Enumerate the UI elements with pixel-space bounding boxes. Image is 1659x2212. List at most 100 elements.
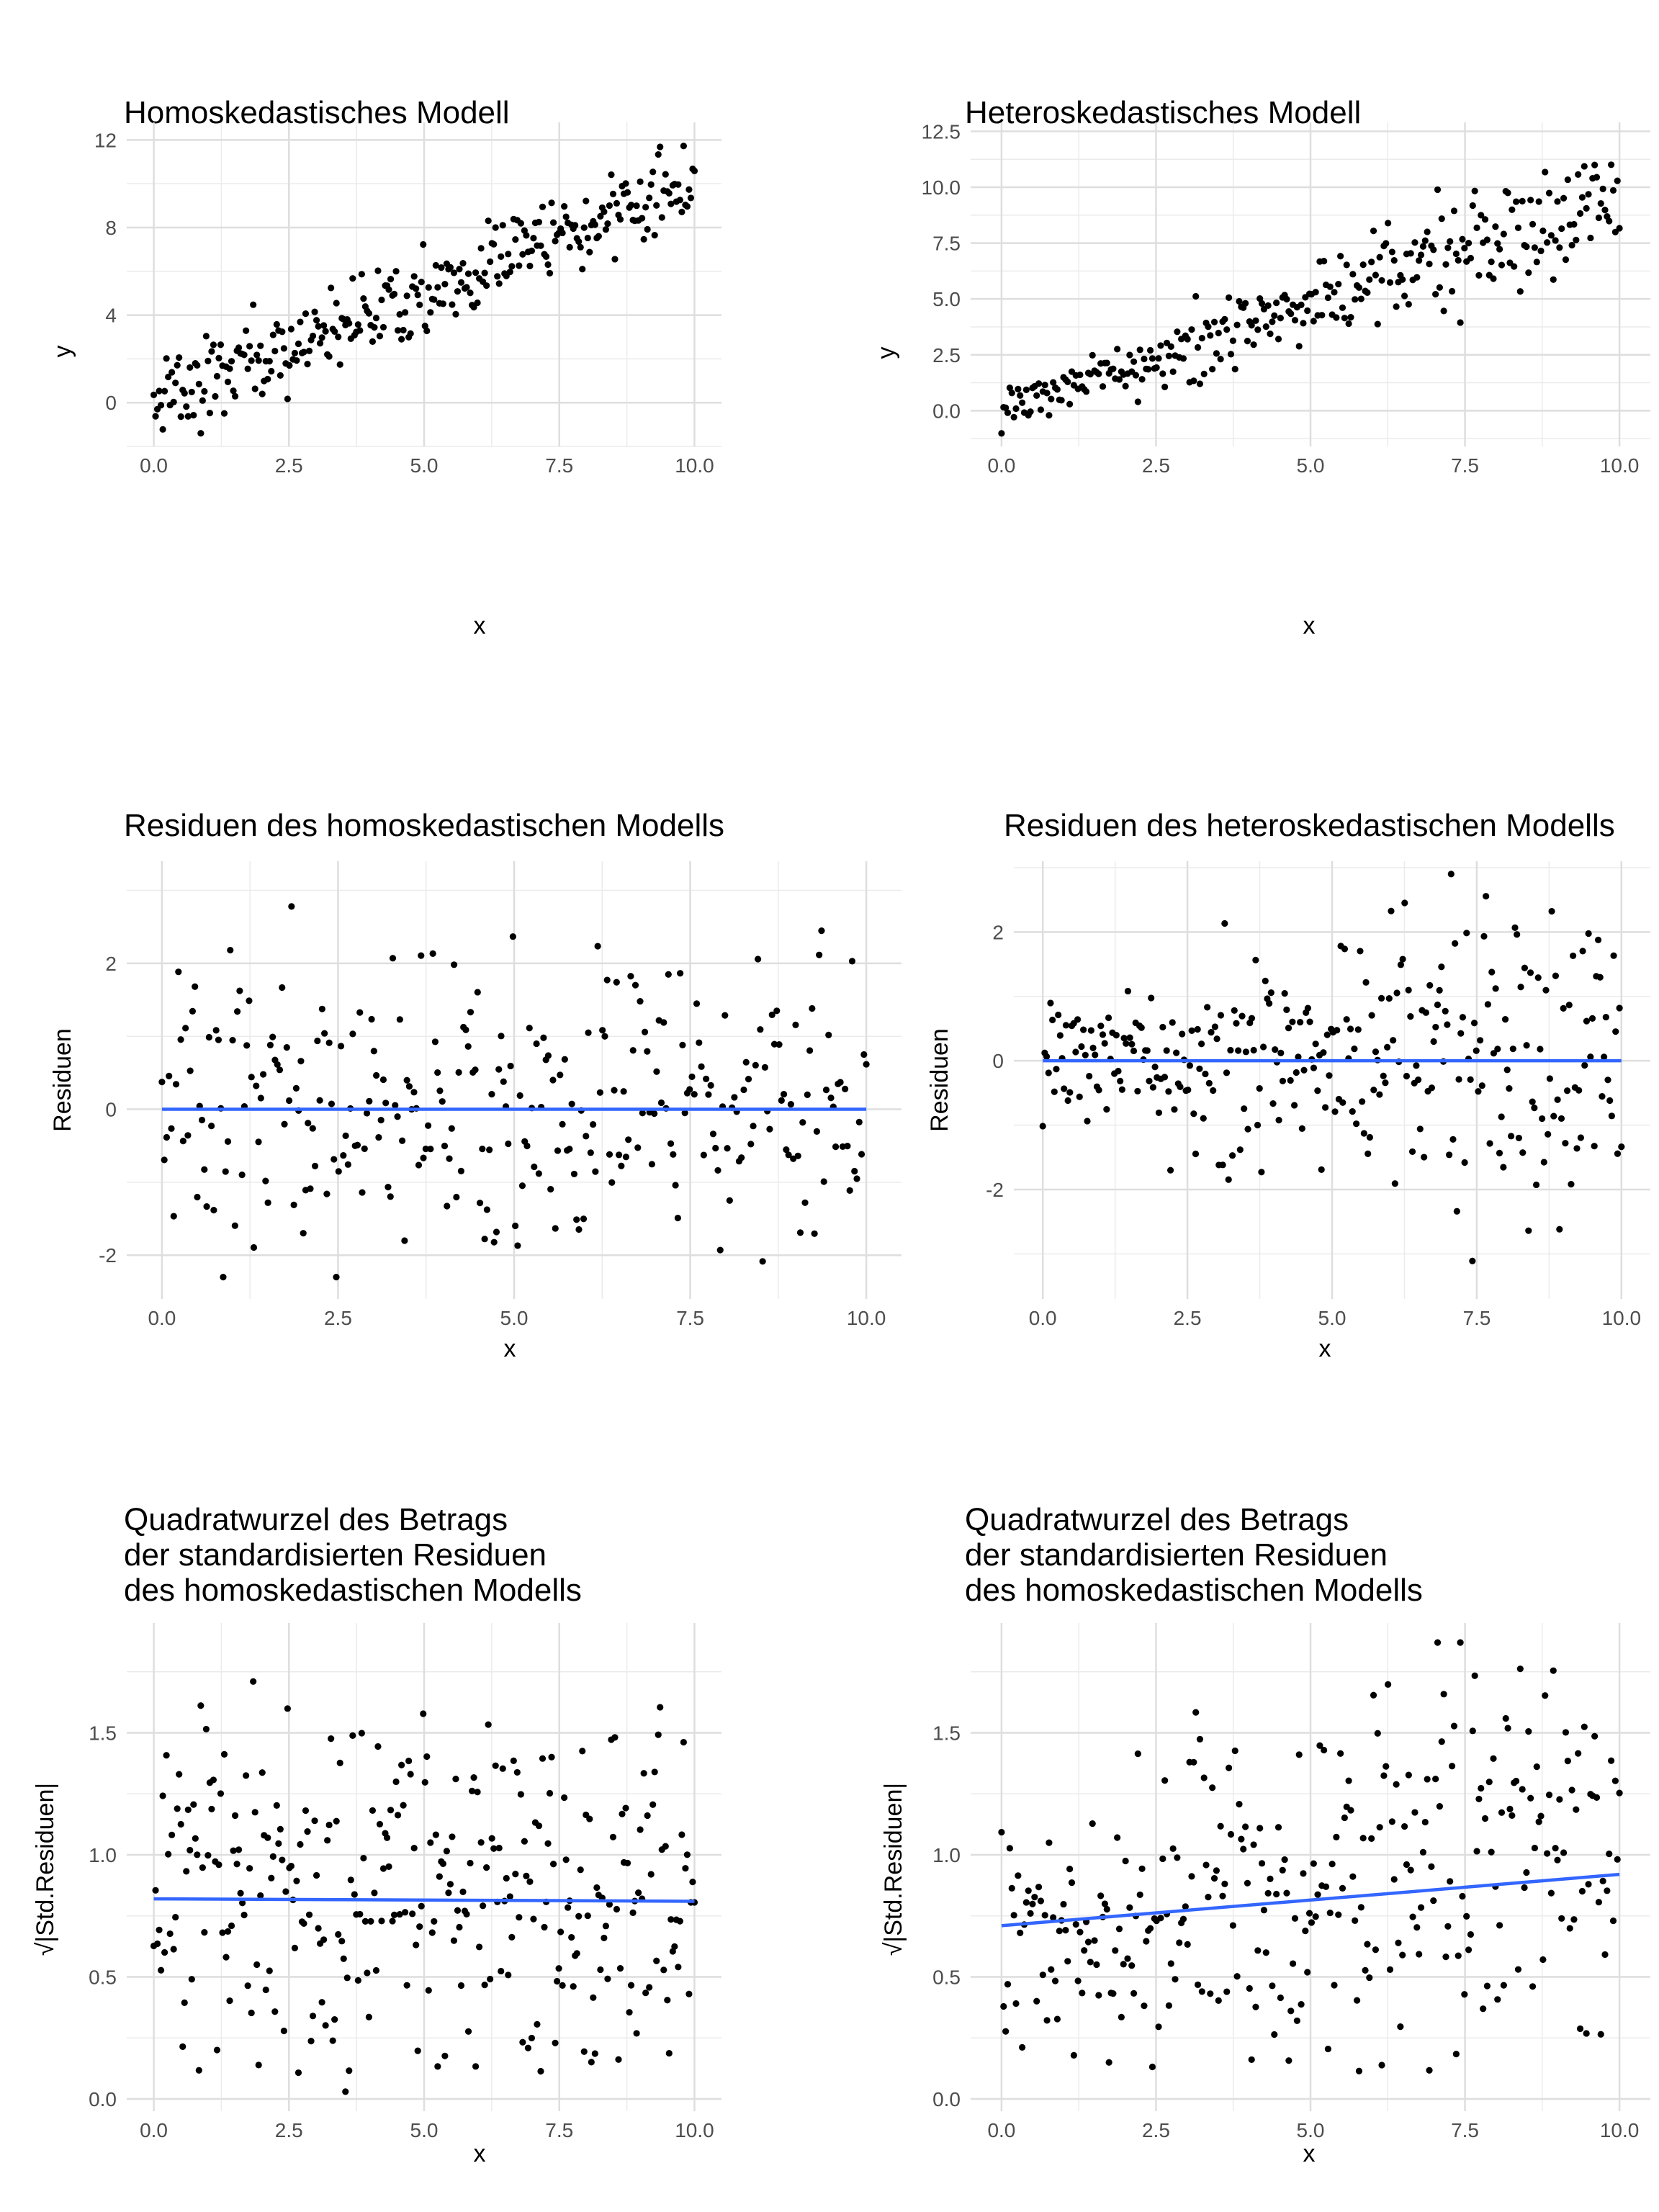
data-point [566, 243, 573, 251]
data-point [284, 1705, 291, 1712]
data-point [1200, 370, 1208, 377]
data-point [1051, 1088, 1058, 1095]
data-point [255, 1138, 262, 1146]
data-point [651, 1768, 658, 1776]
data-point [1046, 1839, 1053, 1846]
data-point [300, 1230, 307, 1237]
data-point [325, 353, 333, 360]
grid [127, 1623, 721, 2111]
data-point [539, 203, 547, 210]
data-point [1463, 1912, 1470, 1920]
data-point [1480, 932, 1488, 940]
data-point [665, 971, 672, 978]
data-point [488, 1835, 495, 1842]
data-point [1405, 986, 1412, 994]
data-point [508, 1933, 516, 1941]
data-point [324, 1837, 331, 1844]
data-point [1408, 1148, 1416, 1156]
data-point [429, 950, 436, 957]
data-point [1504, 1725, 1511, 1732]
data-point [1006, 1845, 1013, 1852]
data-point [323, 1190, 331, 1197]
data-point [394, 327, 402, 334]
y-tick-label: 2 [105, 953, 117, 975]
data-point [583, 1133, 590, 1140]
data-point [1450, 1722, 1458, 1730]
data-point [1244, 1879, 1251, 1887]
data-point [1578, 194, 1586, 201]
data-point [1399, 1951, 1406, 1959]
data-point [1494, 1996, 1501, 2003]
data-point [1229, 337, 1236, 344]
data-point [1374, 320, 1381, 328]
data-point [721, 1012, 729, 1019]
data-point [568, 1100, 575, 1107]
data-point [170, 1946, 177, 1953]
data-point [1532, 1181, 1540, 1189]
data-point [264, 375, 271, 383]
data-point [554, 1147, 562, 1154]
data-point [1114, 1834, 1121, 1841]
data-point [224, 378, 232, 385]
data-point [1321, 258, 1328, 265]
data-point [633, 2030, 640, 2037]
data-point [1568, 1786, 1575, 1794]
data-point [1483, 236, 1491, 243]
data-point [1081, 1947, 1088, 1954]
x-tick-label: 7.5 [545, 2119, 573, 2141]
y-tick-label: 2.5 [932, 344, 961, 367]
data-point [1207, 332, 1214, 339]
data-point [1428, 1863, 1435, 1870]
data-point [1512, 1777, 1520, 1785]
data-point [472, 2063, 480, 2070]
data-point [297, 1840, 304, 1848]
data-point [203, 1203, 210, 1210]
data-point [340, 1955, 347, 1962]
data-point [439, 300, 446, 307]
data-point [626, 2009, 633, 2016]
data-point [516, 1092, 523, 1100]
data-point [616, 1965, 624, 1972]
data-point [333, 1817, 340, 1825]
data-point [827, 1094, 835, 1102]
data-point [1535, 1818, 1542, 1825]
data-point [269, 1853, 276, 1860]
data-point [483, 1863, 490, 1871]
data-point [1542, 1692, 1549, 1699]
data-point [274, 1061, 281, 1069]
data-point [1550, 276, 1557, 283]
data-point [1039, 1123, 1046, 1130]
data-point [1155, 2023, 1162, 2031]
data-point [1444, 244, 1452, 251]
data-point [1134, 1750, 1141, 1758]
data-point [304, 360, 311, 368]
data-point [1564, 1758, 1571, 1765]
data-point [1006, 384, 1013, 392]
data-point [418, 1902, 425, 1910]
data-point [1492, 223, 1499, 230]
data-point [575, 1226, 583, 1233]
data-point [1434, 1639, 1442, 1646]
data-point [590, 1994, 597, 2001]
data-point [1095, 370, 1102, 377]
data-point [1300, 1870, 1307, 1877]
data-point [1498, 261, 1506, 269]
data-point [1611, 1777, 1619, 1784]
data-point [370, 1048, 377, 1055]
data-point [1583, 204, 1590, 212]
data-point [1169, 1019, 1176, 1026]
data-point [410, 1845, 418, 1852]
data-point [1516, 1665, 1524, 1673]
data-point [1209, 366, 1216, 373]
data-point [1544, 1850, 1551, 1857]
data-point [1259, 1043, 1267, 1051]
data-point [1377, 994, 1385, 1002]
data-point [1134, 1087, 1141, 1095]
chart-title: Homoskedastisches Modell [124, 95, 510, 130]
data-point [1211, 1023, 1218, 1030]
data-point [1568, 1181, 1575, 1188]
data-point [425, 284, 432, 291]
data-point [390, 290, 398, 297]
data-point [1411, 239, 1419, 246]
data-point [1525, 269, 1532, 276]
